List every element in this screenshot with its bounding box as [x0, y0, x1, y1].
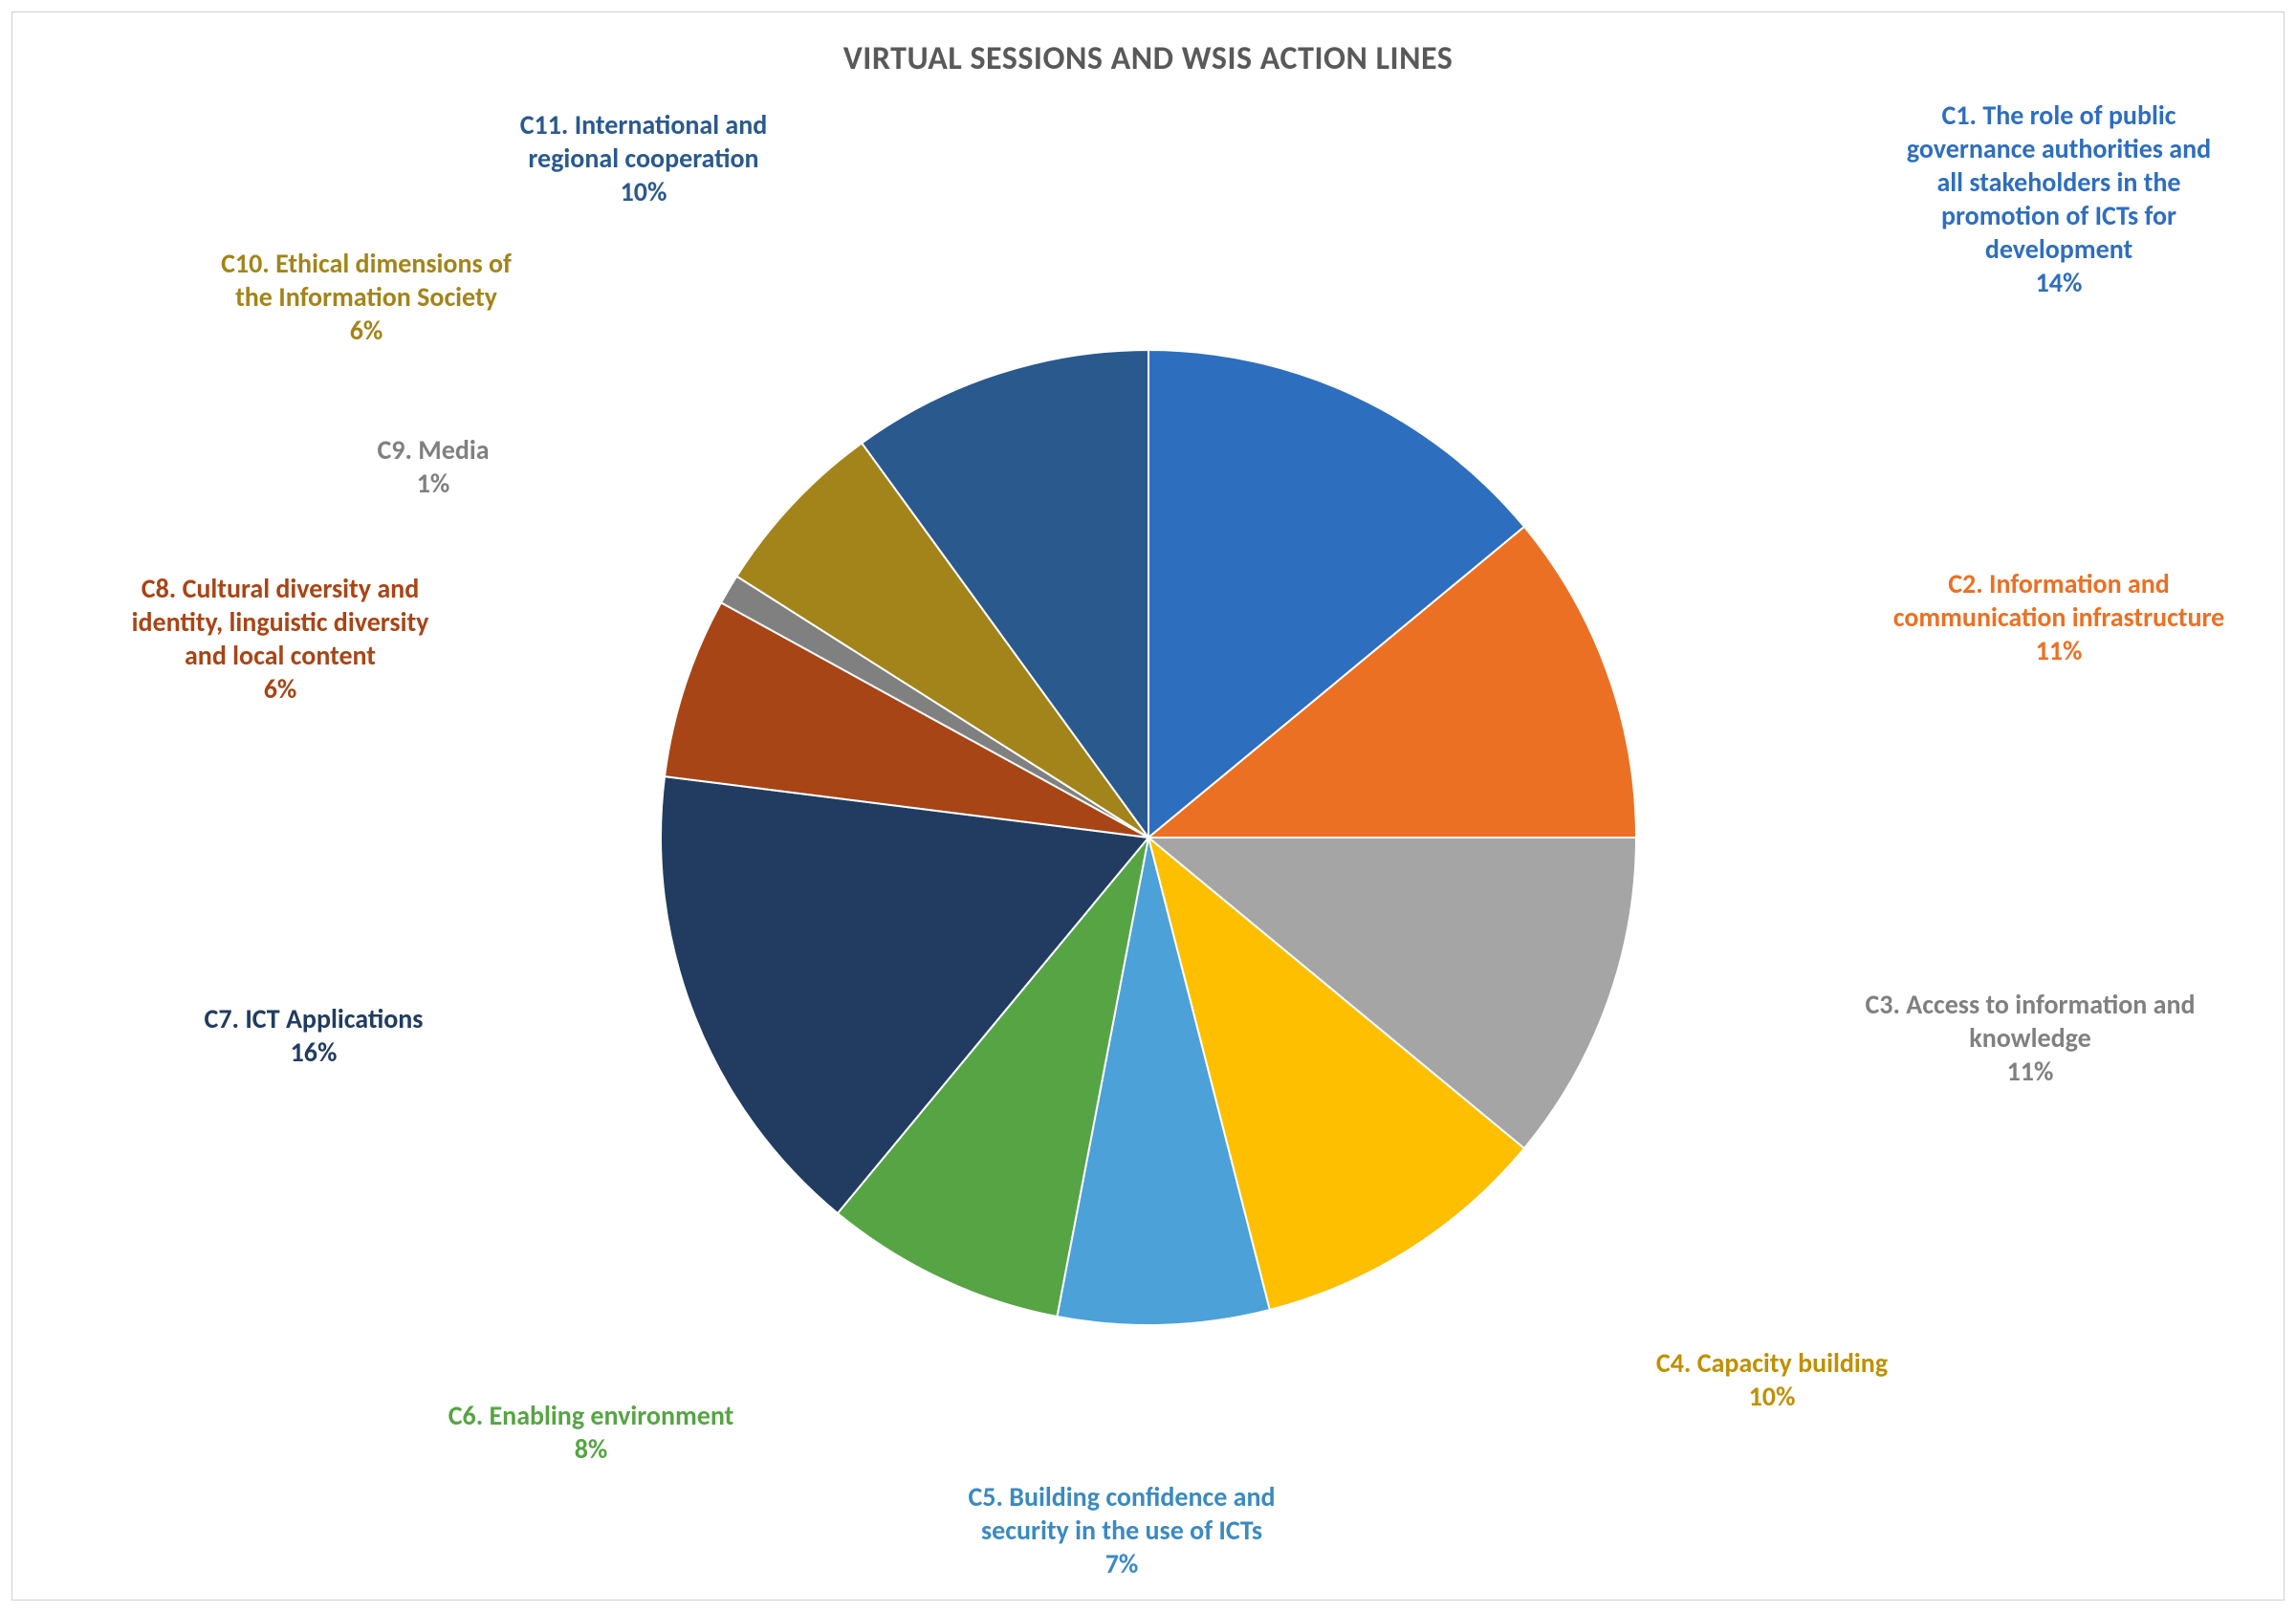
chart-frame: VIRTUAL SESSIONS AND WSIS ACTION LINES C… — [11, 11, 2285, 1601]
slice-label-c6: C6. Enabling environment 8% — [390, 1399, 792, 1466]
slice-label-c10: C10. Ethical dimensions of the Informati… — [156, 247, 577, 347]
slice-label-c3: C3. Access to information and knowledge … — [1801, 988, 2260, 1088]
slice-label-c7: C7. ICT Applications 16% — [132, 1002, 495, 1069]
slice-label-c11: C11. International and regional cooperat… — [452, 108, 835, 208]
slice-label-c4: C4. Capacity building 10% — [1600, 1346, 1944, 1413]
slice-label-c8: C8. Cultural diversity and identity, lin… — [70, 572, 491, 706]
slice-label-c9: C9. Media 1% — [338, 433, 529, 500]
slice-label-c2: C2. Information and communication infras… — [1848, 567, 2269, 667]
pie-chart — [661, 350, 1636, 1325]
chart-title: VIRTUAL SESSIONS AND WSIS ACTION LINES — [12, 39, 2284, 78]
slice-label-c1: C1. The role of public governance author… — [1848, 98, 2269, 299]
pie-svg — [661, 350, 1636, 1325]
slice-label-c5: C5. Building confidence and security in … — [892, 1480, 1351, 1580]
